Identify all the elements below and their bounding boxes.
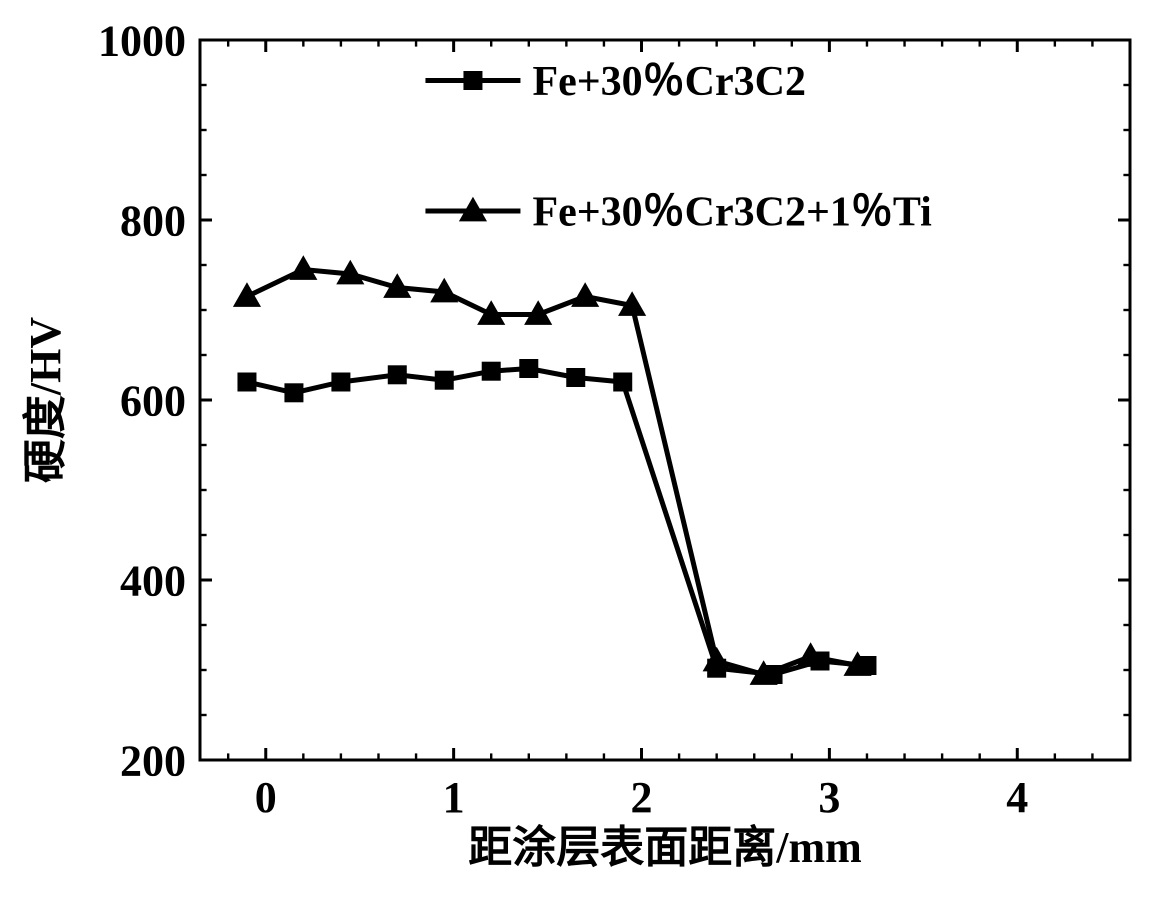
x-tick-label: 1 bbox=[443, 773, 465, 822]
hardness-chart: 0 1 2 3 4 200 400 600 800 1000 距涂层表面距离/mm 硬度/HV Fe+3… bbox=[0, 0, 1168, 910]
x-tick-label: 2 bbox=[631, 773, 653, 822]
y-tick-label: 1000 bbox=[98, 16, 186, 65]
x-axis-label: 距涂层表面距离/mm bbox=[468, 823, 862, 872]
y-tick-label: 400 bbox=[120, 556, 186, 605]
y-tick-label: 200 bbox=[120, 736, 186, 785]
x-tick-label: 4 bbox=[1006, 773, 1028, 822]
legend-label: Fe+30％Cr3C2 bbox=[532, 59, 806, 105]
y-axis-label: 硬度/HV bbox=[21, 317, 70, 483]
x-tick-label: 3 bbox=[818, 773, 840, 822]
y-tick-label: 600 bbox=[120, 376, 186, 425]
y-tick-label: 800 bbox=[120, 196, 186, 245]
chart-container: 0 1 2 3 4 200 400 600 800 1000 距涂层表面距离/mm 硬度/HV Fe+3… bbox=[0, 0, 1168, 910]
legend-label: Fe+30％Cr3C2+1％Ti bbox=[532, 190, 932, 236]
x-tick-label: 0 bbox=[255, 773, 277, 822]
